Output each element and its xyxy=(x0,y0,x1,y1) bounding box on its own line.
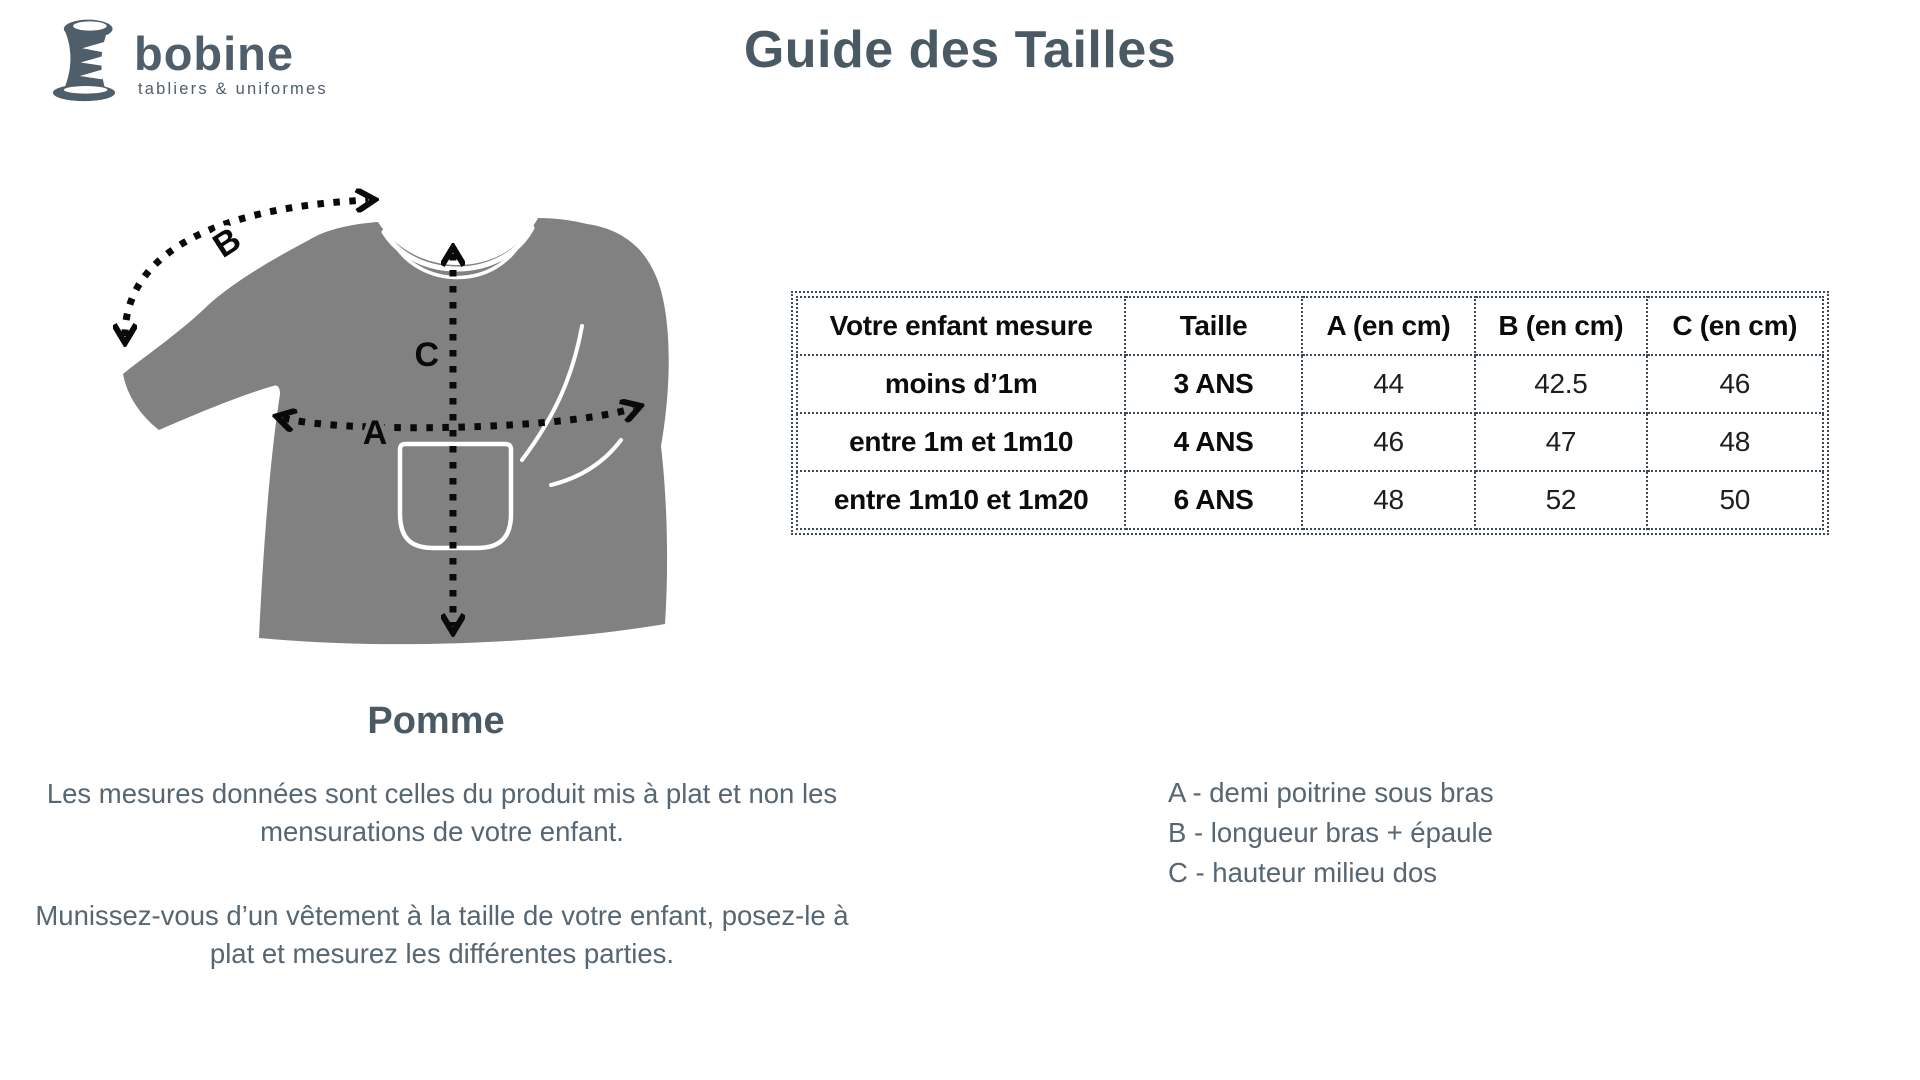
measurement-notes: Les mesures données sont celles du produ… xyxy=(22,775,862,973)
col-header-c: C (en cm) xyxy=(1645,296,1824,356)
cell-mesure: entre 1m10 et 1m20 xyxy=(795,470,1127,530)
legend-item-a: A - demi poitrine sous bras xyxy=(1168,777,1494,808)
cell-mesure: moins d’1m xyxy=(795,354,1127,414)
cell-mesure: entre 1m et 1m10 xyxy=(795,412,1127,472)
cell-b: 52 xyxy=(1474,470,1648,530)
cell-a: 46 xyxy=(1300,412,1477,472)
note-paragraph-1: Les mesures données sont celles du produ… xyxy=(46,778,838,847)
cell-c: 48 xyxy=(1645,412,1824,472)
col-header-mesure: Votre enfant mesure xyxy=(795,296,1127,356)
cell-b: 47 xyxy=(1474,412,1648,472)
product-name: Pomme xyxy=(367,700,505,742)
cell-taille: 3 ANS xyxy=(1124,354,1303,414)
smock-measurement-diagram: B C A xyxy=(85,178,669,645)
cell-c: 50 xyxy=(1645,470,1824,530)
cell-b: 42.5 xyxy=(1474,354,1648,414)
col-header-a: A (en cm) xyxy=(1300,296,1477,356)
table-row: entre 1m et 1m10 4 ANS 46 47 48 xyxy=(795,412,1824,472)
cell-taille: 4 ANS xyxy=(1124,412,1303,472)
table-header-row: Votre enfant mesure Taille A (en cm) B (… xyxy=(795,296,1824,356)
brand-text: bobine tabliers & uniformes xyxy=(134,16,328,99)
cell-taille: 6 ANS xyxy=(1124,470,1303,530)
sleeve-seam xyxy=(520,324,584,462)
cell-c: 46 xyxy=(1645,354,1824,414)
pocket-outline xyxy=(397,441,514,551)
size-table: Votre enfant mesure Taille A (en cm) B (… xyxy=(795,296,1824,530)
cell-a: 44 xyxy=(1300,354,1477,414)
measurement-arrows xyxy=(125,200,634,626)
col-header-b: B (en cm) xyxy=(1474,296,1648,356)
legend-item-c: C - hauteur milieu dos xyxy=(1168,857,1438,888)
size-table-container: Votre enfant mesure Taille A (en cm) B (… xyxy=(791,291,1829,535)
legend-item-b: B - longueur bras + épaule xyxy=(1168,817,1493,848)
thread-spool-icon xyxy=(52,19,116,102)
cuff-seam xyxy=(549,438,623,487)
page-title: Guide des Tailles xyxy=(743,21,1177,79)
brand-name: bobine xyxy=(134,27,295,80)
note-paragraph-2: Munissez-vous d’un vêtement à la taille … xyxy=(35,900,849,969)
arrow-a xyxy=(283,408,634,428)
label-c: C xyxy=(414,336,439,374)
measurement-legend: A - demi poitrine sous bras B - longueur… xyxy=(1168,773,1494,893)
cell-a: 48 xyxy=(1300,470,1477,530)
brand-logo: bobine tabliers & uniformes xyxy=(42,16,328,104)
brand-tagline: tabliers & uniformes xyxy=(138,80,328,98)
col-header-taille: Taille xyxy=(1124,296,1303,356)
arrow-b xyxy=(125,200,368,336)
table-row: entre 1m10 et 1m20 6 ANS 48 52 50 xyxy=(795,470,1824,530)
label-a: A xyxy=(363,414,388,452)
table-row: moins d’1m 3 ANS 44 42.5 46 xyxy=(795,354,1824,414)
